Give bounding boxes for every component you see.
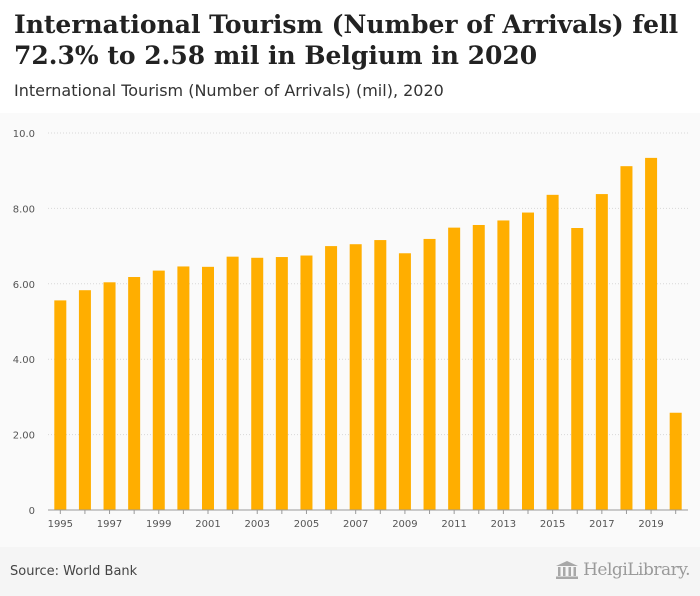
x-tick-label: 2013 [491,519,516,530]
y-tick-label: 0 [29,506,35,517]
bar-2003 [251,257,264,510]
bar-2017 [595,194,608,510]
x-tick-label: 2009 [392,519,417,530]
x-tick-label: 2017 [589,519,614,530]
bar-2012 [472,224,485,510]
y-tick-label: 8.00 [13,204,35,215]
x-tick-label: 2001 [195,519,220,530]
bar-1999 [152,270,165,510]
bar-2004 [275,257,288,510]
bar-2000 [177,266,190,510]
x-tick-label: 1995 [48,519,73,530]
bar-2007 [349,244,362,510]
bar-chart: 0 2.00 4.00 6.00 8.00 10.0 1995 1997 1999 2001 20… [13,129,688,530]
bar-2010 [423,238,436,510]
y-tick-label: 10.0 [13,129,35,140]
x-tick-label: 1999 [146,519,171,530]
x-tick-label: 1997 [97,519,122,530]
bar-2005 [300,255,313,510]
bar-2008 [374,240,387,510]
bar-2020 [669,412,682,510]
source-note: Source: World Bank [10,564,138,579]
y-tick-label: 6.00 [13,280,35,291]
bar-2019 [645,157,658,510]
y-tick-label: 4.00 [13,355,35,366]
bar-2018 [620,166,633,510]
brand-logo[interactable]: HelgiLibrary. [555,560,690,580]
gridlines [48,132,688,436]
x-tick-label: 2005 [294,519,319,530]
x-axis-ticks: 1995 1997 1999 2001 2003 2005 2007 2009 2011 2013… [48,510,677,530]
x-tick-label: 2015 [540,519,565,530]
x-tick-label: 2011 [441,519,466,530]
bar-1998 [128,277,141,510]
bar-1996 [78,290,91,510]
bar-1997 [103,282,116,510]
header: International Tourism (Number of Arrival… [0,0,700,113]
bar-2006 [325,246,338,510]
bar-2014 [522,212,534,510]
bar-2001 [202,266,214,510]
x-tick-label: 2003 [245,519,270,530]
bar-1995 [54,300,67,510]
bar-2011 [448,227,461,510]
x-tick-label: 2019 [638,519,663,530]
bar-2002 [226,256,239,510]
bar-2015 [546,194,559,510]
page-title: International Tourism (Number of Arrival… [14,10,679,70]
bars [54,157,682,510]
x-tick-label: 2007 [343,519,368,530]
bar-2009 [398,253,411,510]
building-columns-icon [556,561,579,579]
y-axis-ticks: 0 2.00 4.00 6.00 8.00 10.0 [13,129,35,517]
bar-2016 [571,228,584,510]
bar-2013 [497,220,510,510]
brand-name: HelgiLibrary. [583,560,690,580]
chart-subtitle: International Tourism (Number of Arrival… [14,81,444,100]
y-tick-label: 2.00 [13,431,35,442]
